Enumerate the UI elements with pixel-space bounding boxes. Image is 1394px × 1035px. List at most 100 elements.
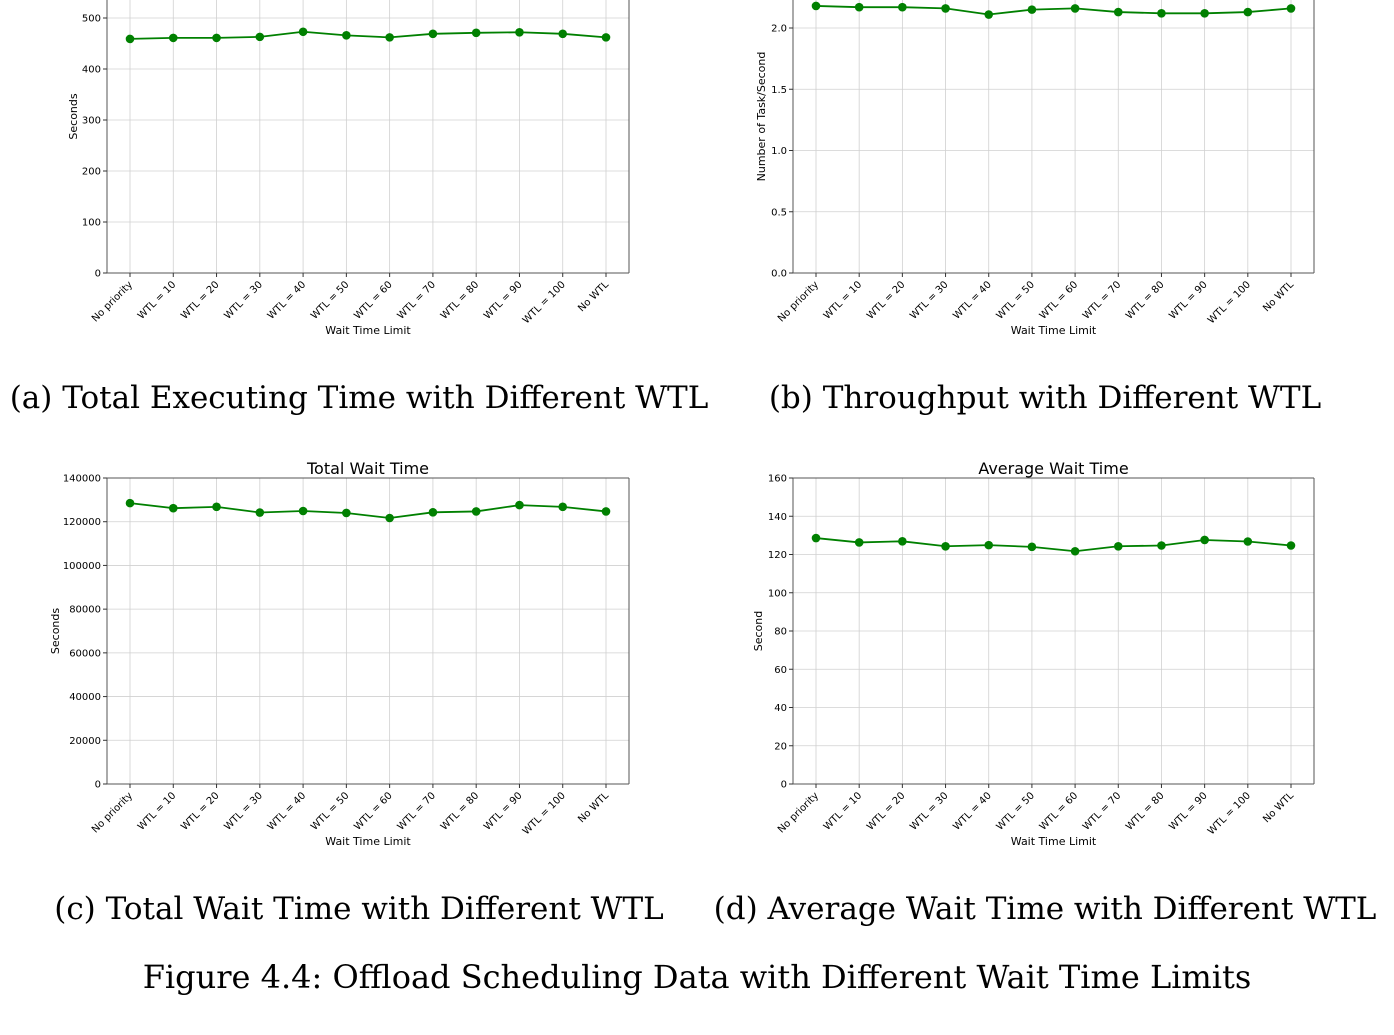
data-point: [212, 33, 221, 43]
x-tick-label: WTL = 80: [1124, 790, 1166, 832]
data-point: [601, 507, 611, 516]
y-tick-label: 1.5: [771, 85, 787, 96]
data-point: [898, 537, 907, 546]
y-tick-label: 100: [82, 218, 101, 229]
y-tick-label: 140000: [63, 474, 101, 485]
data-point: [1286, 541, 1296, 550]
data-point: [1113, 7, 1123, 17]
data-point: [385, 513, 394, 523]
y-tick-label: 400: [82, 65, 101, 76]
data-point: [601, 33, 611, 42]
data-point: [1157, 9, 1166, 18]
y-axis-label: Seconds: [49, 608, 62, 654]
x-tick-label: WTL = 20: [865, 790, 907, 832]
y-tick-label: 20000: [69, 736, 101, 747]
y-tick-label: 120000: [63, 517, 101, 528]
data-point: [168, 33, 178, 43]
y-tick-label: 60000: [69, 648, 101, 659]
data-point: [428, 29, 438, 39]
y-tick-label: 100: [768, 588, 787, 599]
y-tick-label: 300: [82, 116, 101, 127]
data-point: [854, 2, 864, 12]
y-tick-label: 200: [82, 167, 101, 178]
y-tick-label: 0.5: [771, 207, 787, 218]
y-tick-label: 80000: [69, 605, 101, 616]
data-point: [1200, 535, 1209, 545]
y-tick-label: 40: [774, 703, 787, 714]
data-point: [1070, 546, 1080, 556]
y-tick-label: 80: [774, 627, 787, 638]
data-point: [811, 533, 821, 543]
data-point: [168, 503, 178, 513]
x-tick-label: WTL = 40: [951, 790, 993, 832]
chart-title: Average Wait Time: [978, 459, 1128, 478]
data-point: [515, 500, 524, 510]
y-tick-label: 0.0: [771, 269, 787, 280]
data-point: [1157, 541, 1166, 550]
y-tick-label: 500: [82, 14, 101, 25]
data-point: [854, 538, 864, 547]
y-tick-label: 40000: [69, 692, 101, 703]
x-tick-label: WTL = 10: [822, 790, 864, 832]
y-axis-label: Seconds: [67, 93, 80, 139]
data-point: [1027, 542, 1037, 552]
x-tick-label: WTL = 50: [995, 790, 1037, 832]
x-tick-label: WTL = 30: [908, 790, 950, 832]
y-tick-label: 0: [95, 780, 101, 791]
data-point: [342, 31, 351, 40]
x-axis-label: Wait Time Limit: [325, 835, 411, 848]
data-point: [1200, 9, 1209, 18]
data-point: [811, 1, 821, 11]
x-tick-label: No priority: [776, 790, 821, 835]
data-point: [125, 34, 135, 44]
data-point: [898, 2, 907, 12]
data-point: [558, 502, 568, 512]
caption-c: (c) Total Wait Time with Different WTL: [54, 891, 664, 927]
x-tick-label: WTL = 70: [1081, 790, 1123, 832]
data-point: [125, 498, 135, 508]
data-point: [428, 508, 438, 517]
data-point: [1027, 5, 1037, 14]
y-tick-label: 1.0: [771, 146, 787, 157]
data-point: [212, 502, 221, 512]
y-axis-label: Second: [752, 611, 765, 651]
data-point: [342, 508, 351, 518]
figure-caption: Figure 4.4: Offload Scheduling Data with…: [142, 958, 1252, 996]
data-point: [984, 540, 994, 550]
series-line: [815, 537, 1292, 553]
y-axis-label: Number of Task/Second: [755, 52, 768, 182]
data-point: [558, 29, 568, 39]
y-tick-label: 0: [95, 269, 101, 280]
y-tick-label: 20: [774, 741, 787, 752]
x-tick-label: WTL = 60: [1038, 790, 1080, 832]
data-point: [941, 541, 950, 551]
series-line: [129, 502, 607, 519]
data-point: [298, 506, 308, 516]
data-point: [255, 508, 265, 517]
x-axis-label: Wait Time Limit: [325, 324, 411, 337]
data-point: [941, 4, 950, 13]
x-axis-label: Wait Time Limit: [1011, 835, 1097, 848]
data-point: [255, 32, 265, 42]
data-point: [515, 27, 524, 37]
series-line: [129, 30, 607, 40]
y-tick-label: 60: [774, 665, 787, 676]
y-tick-label: 120: [768, 550, 787, 561]
y-tick-label: 0: [781, 780, 787, 791]
x-tick-label: No WTL: [1261, 790, 1296, 825]
caption-d: (d) Average Wait Time with Different WTL: [713, 891, 1377, 927]
series-line: [815, 5, 1292, 16]
caption-b: (b) Throughput with Different WTL: [768, 380, 1322, 416]
data-point: [1243, 7, 1253, 17]
data-point: [385, 33, 394, 42]
x-tick-label: WTL = 100: [1206, 790, 1253, 837]
data-point: [471, 507, 481, 516]
y-tick-label: 100000: [63, 561, 101, 572]
data-point: [1113, 541, 1123, 551]
data-point: [1070, 4, 1080, 13]
y-tick-label: 140: [768, 512, 787, 523]
data-point: [984, 10, 994, 19]
